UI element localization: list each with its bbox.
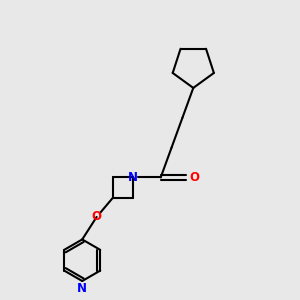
- Text: O: O: [190, 171, 200, 184]
- Text: N: N: [128, 171, 138, 184]
- Text: N: N: [77, 282, 87, 296]
- Text: O: O: [92, 210, 102, 224]
